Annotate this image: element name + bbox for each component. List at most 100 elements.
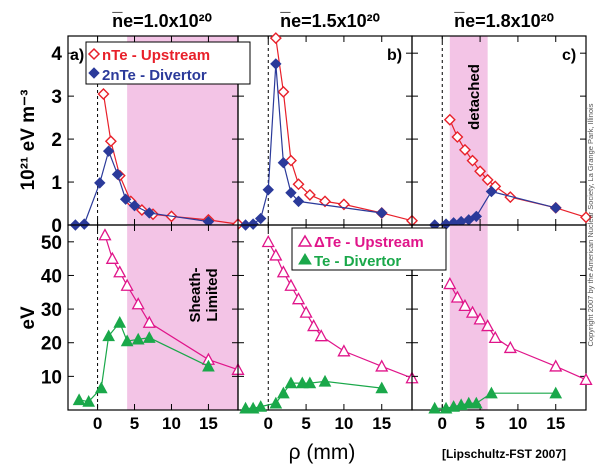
bottom-a-series-1-point (131, 332, 145, 345)
x-axis-label: ρ (mm) (289, 441, 356, 464)
bottom-a-series-1-point (120, 334, 134, 347)
panel-letter-a: a) (70, 47, 84, 64)
bottom-a-series-0-point (113, 265, 127, 278)
top-c-series-0-point (580, 211, 592, 224)
bottom-b-series-0-point (307, 319, 321, 332)
top-a-ytick-label: 1 (51, 173, 62, 194)
top-b-series-1-point (292, 195, 305, 208)
copyright-note: Copyright 2007 by the American Nuclear S… (586, 103, 595, 346)
bottom-b-series-0-point (299, 305, 313, 318)
citation: [Lipschultz-FST 2007] (442, 447, 566, 461)
bottom-b-series-0-point (291, 292, 306, 305)
top-b-series-1-point (376, 207, 388, 219)
top-b-series-0-point (277, 85, 290, 98)
legend-bottom: ΔTe - Upstream Te - Divertor (291, 227, 447, 271)
top-c-frame (411, 35, 587, 226)
legend-top-marker-upstream (87, 47, 101, 61)
bottom-b-series-0-point (314, 329, 328, 342)
bottom-c-series-0-point (488, 330, 502, 344)
bottom-b-series-1-point (254, 400, 268, 412)
bottom-c-xtick-label: 0 (438, 414, 447, 433)
bottom-b-xtick-label: 15 (372, 414, 391, 433)
bottom-b-series-0-point (276, 265, 290, 278)
bottom-c-xtick-label: 10 (508, 414, 527, 433)
y-axis-label-bottom: eV (18, 306, 39, 330)
top-a-ytick-label: 2 (51, 130, 62, 151)
bottom-b-series-1-point (318, 374, 332, 387)
top-a-ytick-label: 4 (51, 44, 62, 65)
top-c-series-0-point (443, 113, 456, 126)
top-a-series-1-point (119, 193, 132, 205)
bottom-a-xtick-label: 10 (162, 414, 181, 433)
bottom-a-series-0-point (131, 297, 145, 310)
bottom-b-series-1-point (284, 376, 298, 389)
bottom-c-series-0-point (458, 298, 472, 312)
legend-top-box (85, 41, 251, 85)
legend-bottom-marker-divertor (298, 253, 312, 265)
bottom-c-series-1-point (549, 386, 563, 399)
top-a-series-0-point (97, 87, 110, 100)
bottom-b-xtick-label: 5 (301, 414, 310, 433)
bottom-a-series-1-point (142, 331, 156, 343)
top-a-series-1-point (143, 207, 156, 219)
bottom-c-series-1-point (428, 401, 442, 414)
bottom-b-series-1-point (269, 396, 283, 409)
legend-top-divertor: 2nTe - Divertor (102, 67, 207, 84)
top-a-series-1-point (128, 199, 141, 212)
top-c-series-1-point (485, 185, 498, 198)
bottom-c-series-0-point (473, 312, 487, 325)
bottom-c-series-0-point (481, 319, 495, 332)
bottom-a-ytick-label: 40 (41, 266, 62, 287)
bottom-b-series-1-point (375, 381, 389, 394)
bottom-a-series-1-point (202, 359, 215, 372)
top-b-series-0-point (292, 178, 305, 191)
bottom-b-series-1-point (303, 376, 317, 389)
bottom-a-series-1-point (94, 381, 108, 394)
y-axis-label-top: 10²¹ eV m⁻³ (18, 90, 39, 191)
bottom-c-series-1-point (485, 386, 498, 399)
bottom-c-xtick-label: 15 (546, 414, 565, 433)
bottom-b-series-0-point (337, 344, 351, 357)
top-b-series-1-line (245, 63, 382, 226)
top-c-series-0-point (474, 165, 487, 178)
panel-letter-b: b) (387, 47, 402, 64)
bottom-b-series-0-point (269, 248, 283, 261)
bottom-b-xtick-label: 10 (334, 414, 353, 433)
legend-bottom-marker-upstream (297, 234, 313, 247)
top-b-series-1-point (277, 157, 290, 169)
bottom-b-series-1-point (295, 376, 309, 389)
bottom-c-xtick-label: 5 (475, 414, 484, 433)
legend-top-upstream: nTe - Upstream (102, 47, 210, 64)
sheath-limited-label-line1: Sheath- (187, 267, 204, 322)
top-a-series-1-point (78, 218, 90, 230)
bottom-a-series-1-point (72, 393, 86, 406)
bottom-c-series-0-point (450, 290, 464, 303)
bottom-b-series-0-point (375, 359, 389, 372)
top-a-series-0-point (104, 135, 117, 148)
bottom-a-series-0-point (142, 315, 156, 328)
bottom-b-series-1-point (239, 401, 252, 414)
bottom-c-series-0-point (465, 305, 480, 318)
legend-bottom-divertor: Te - Divertor (314, 253, 401, 270)
top-a-series-1-point (94, 177, 106, 189)
bottom-a-series-0-point (98, 228, 112, 241)
bottom-a-series-1-point (82, 395, 96, 407)
bottom-a-series-0-point (105, 251, 119, 264)
panel-letter-c: c) (562, 47, 576, 64)
bottom-c-series-0-point (443, 276, 457, 290)
bottom-b-series-1-point (277, 386, 290, 399)
top-b-series-1-point (285, 187, 297, 199)
bottom-a-xtick-label: 15 (199, 414, 218, 433)
top-b-series-0-point (303, 188, 316, 201)
bottom-b-series-0-point (261, 234, 275, 248)
sheath-limited-label-line2: Limited (204, 268, 221, 321)
bottom-a-ytick-label: 50 (41, 233, 62, 254)
top-b-series-1-point (270, 58, 282, 70)
bottom-c-frame (411, 224, 587, 411)
top-c-shaded-region (449, 36, 488, 225)
top-b-series-1-point (247, 218, 259, 230)
bottom-b-xtick-label: 0 (264, 414, 273, 433)
